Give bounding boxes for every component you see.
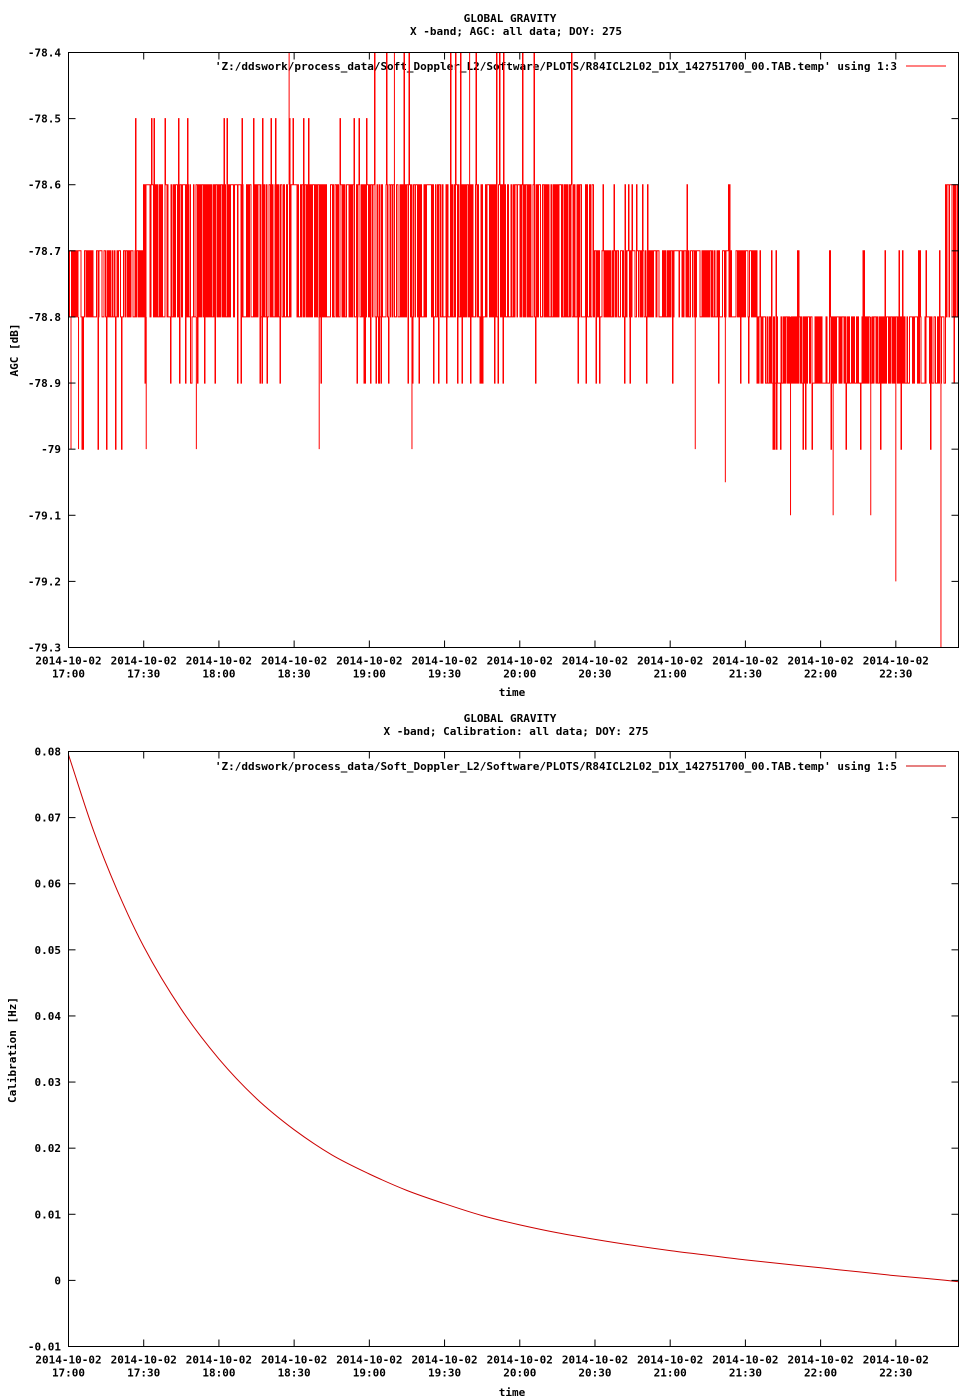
x-tick-date: 2014-10-02 bbox=[787, 655, 853, 668]
x-tick-date: 2014-10-02 bbox=[863, 1354, 929, 1367]
y-tick-label: 0.01 bbox=[35, 1208, 62, 1221]
agc-series bbox=[68, 52, 958, 648]
x-axis-label: time bbox=[499, 686, 526, 699]
x-tick-labels: 2014-10-0217:002014-10-0217:302014-10-02… bbox=[35, 655, 929, 681]
x-tick-time: 21:30 bbox=[729, 1367, 762, 1380]
x-tick-time: 21:00 bbox=[654, 1367, 687, 1380]
y-tick-label: -78.7 bbox=[28, 245, 61, 258]
x-tick-date: 2014-10-02 bbox=[336, 1354, 402, 1367]
x-tick-date: 2014-10-02 bbox=[637, 655, 703, 668]
y-tick-label: 0.06 bbox=[35, 878, 62, 891]
x-tick-time: 21:30 bbox=[729, 668, 762, 681]
agc-chart: GLOBAL GRAVITY X -band; AGC: all data; D… bbox=[8, 12, 959, 699]
chart-title: GLOBAL GRAVITY bbox=[464, 12, 557, 25]
x-tick-time: 19:00 bbox=[353, 1367, 386, 1380]
x-tick-time: 18:00 bbox=[202, 668, 235, 681]
x-tick-date: 2014-10-02 bbox=[562, 1354, 628, 1367]
x-tick-time: 18:30 bbox=[278, 1367, 311, 1380]
y-tick-label: -78.8 bbox=[28, 311, 61, 324]
x-tick-time: 21:00 bbox=[654, 668, 687, 681]
x-tick-date: 2014-10-02 bbox=[186, 655, 252, 668]
plot-frame bbox=[68, 751, 959, 1347]
y-tick-label: -78.5 bbox=[28, 113, 61, 126]
x-tick-time: 17:00 bbox=[52, 668, 85, 681]
x-tick-date: 2014-10-02 bbox=[111, 655, 177, 668]
x-tick-time: 20:00 bbox=[503, 1367, 536, 1380]
axis-ticks bbox=[68, 52, 959, 648]
x-tick-date: 2014-10-02 bbox=[712, 1354, 778, 1367]
x-tick-time: 22:30 bbox=[879, 668, 912, 681]
x-tick-date: 2014-10-02 bbox=[562, 655, 628, 668]
plot-area bbox=[68, 52, 959, 648]
y-tick-label: 0.02 bbox=[35, 1142, 62, 1155]
y-tick-label: -78.9 bbox=[28, 377, 61, 390]
chart-subtitle: X -band; AGC: all data; DOY: 275 bbox=[410, 25, 622, 38]
calibration-chart: GLOBAL GRAVITY X -band; Calibration: all… bbox=[6, 712, 959, 1399]
x-tick-date: 2014-10-02 bbox=[111, 1354, 177, 1367]
x-axis-label: time bbox=[499, 1386, 526, 1399]
calibration-series bbox=[68, 754, 959, 1283]
x-tick-time: 20:00 bbox=[503, 668, 536, 681]
y-tick-label: 0.03 bbox=[35, 1076, 62, 1089]
y-tick-labels: 0.08 0.07 0.06 0.05 0.04 0.03 0.02 0.01 0 -0.01 bbox=[28, 746, 61, 1354]
y-axis-label: AGC [dB] bbox=[8, 324, 21, 377]
x-tick-time: 22:30 bbox=[879, 1367, 912, 1380]
x-tick-time: 19:00 bbox=[353, 668, 386, 681]
y-tick-label: -79.2 bbox=[28, 575, 61, 588]
x-tick-time: 18:00 bbox=[202, 1367, 235, 1380]
x-tick-time: 19:30 bbox=[428, 668, 461, 681]
y-tick-label: 0.04 bbox=[35, 1010, 62, 1023]
x-tick-time: 22:00 bbox=[804, 668, 837, 681]
x-tick-labels: 2014-10-0217:002014-10-0217:302014-10-02… bbox=[35, 1354, 929, 1380]
x-tick-time: 22:00 bbox=[804, 1367, 837, 1380]
plot-frame bbox=[68, 52, 959, 648]
axis-ticks bbox=[68, 751, 959, 1347]
x-tick-date: 2014-10-02 bbox=[487, 655, 553, 668]
y-tick-label: -78.4 bbox=[28, 47, 61, 60]
x-tick-date: 2014-10-02 bbox=[35, 655, 101, 668]
agc-trace bbox=[68, 52, 958, 450]
x-tick-date: 2014-10-02 bbox=[411, 655, 477, 668]
y-tick-label: -79.1 bbox=[28, 509, 61, 522]
x-tick-date: 2014-10-02 bbox=[261, 655, 327, 668]
x-tick-time: 17:30 bbox=[127, 1367, 160, 1380]
y-axis-label: Calibration [Hz] bbox=[6, 997, 19, 1103]
x-tick-date: 2014-10-02 bbox=[487, 1354, 553, 1367]
y-tick-label: 0.07 bbox=[35, 812, 62, 825]
legend-label: 'Z:/ddswork/process_data/Soft_Doppler_L2… bbox=[215, 60, 897, 73]
y-tick-label: 0 bbox=[54, 1274, 61, 1287]
x-tick-date: 2014-10-02 bbox=[411, 1354, 477, 1367]
plot-area bbox=[68, 751, 959, 1347]
chart-title: GLOBAL GRAVITY bbox=[464, 712, 557, 725]
y-tick-labels: -78.4 -78.5 -78.6 -78.7 -78.8 -78.9 -79 -79.1 -7… bbox=[28, 47, 61, 655]
x-tick-date: 2014-10-02 bbox=[787, 1354, 853, 1367]
x-tick-time: 20:30 bbox=[578, 1367, 611, 1380]
y-tick-label: -79 bbox=[41, 443, 61, 456]
x-tick-date: 2014-10-02 bbox=[712, 655, 778, 668]
y-tick-label: -0.01 bbox=[28, 1341, 61, 1354]
x-tick-time: 20:30 bbox=[578, 668, 611, 681]
y-tick-label: 0.05 bbox=[35, 944, 62, 957]
y-tick-label: -79.3 bbox=[28, 642, 61, 655]
x-tick-time: 17:00 bbox=[52, 1367, 85, 1380]
x-tick-date: 2014-10-02 bbox=[186, 1354, 252, 1367]
x-tick-date: 2014-10-02 bbox=[863, 655, 929, 668]
x-tick-date: 2014-10-02 bbox=[261, 1354, 327, 1367]
y-tick-label: 0.08 bbox=[35, 746, 62, 759]
x-tick-time: 17:30 bbox=[127, 668, 160, 681]
legend-label: 'Z:/ddswork/process_data/Soft_Doppler_L2… bbox=[215, 760, 897, 773]
calibration-line bbox=[68, 754, 959, 1283]
x-tick-date: 2014-10-02 bbox=[637, 1354, 703, 1367]
x-tick-date: 2014-10-02 bbox=[35, 1354, 101, 1367]
chart-subtitle: X -band; Calibration: all data; DOY: 275 bbox=[384, 725, 649, 738]
x-tick-time: 19:30 bbox=[428, 1367, 461, 1380]
x-tick-date: 2014-10-02 bbox=[336, 655, 402, 668]
x-tick-time: 18:30 bbox=[278, 668, 311, 681]
y-tick-label: -78.6 bbox=[28, 179, 61, 192]
